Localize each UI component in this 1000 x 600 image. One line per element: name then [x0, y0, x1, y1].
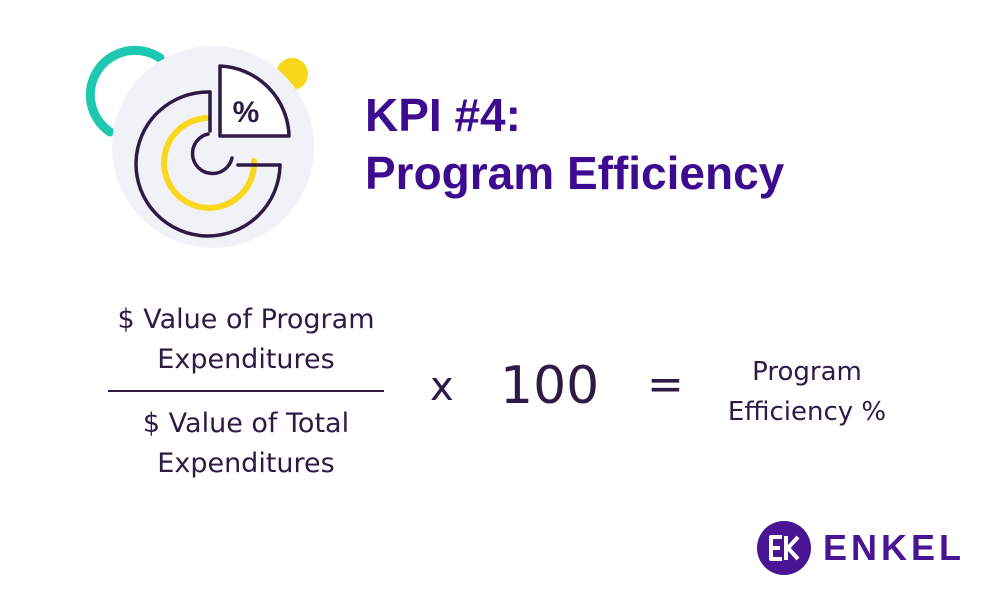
pie-chart-percent-icon: %: [85, 45, 314, 248]
enkel-logo: ENKEL: [757, 520, 965, 576]
denominator-line-1: $ Value of Total: [142, 408, 350, 439]
numerator-line-1: $ Value of Program: [117, 304, 375, 335]
result-line-1: Program: [752, 357, 862, 387]
multiplier-value: 100: [500, 356, 600, 416]
formula-result: Program Efficiency %: [712, 352, 902, 432]
teal-arc-decoration: [85, 45, 165, 137]
denominator: $ Value of Total Expenditures: [100, 404, 392, 484]
icon-background-circle: [112, 46, 314, 248]
equals-sign: =: [647, 359, 684, 410]
kpi-icon: %: [70, 30, 330, 260]
fraction-bar: [108, 390, 384, 392]
formula-fraction: $ Value of Program Expenditures $ Value …: [100, 300, 392, 484]
page-title: KPI #4: Program Efficiency: [365, 86, 784, 202]
pie-inner-arc: [190, 132, 234, 176]
title-line-1: KPI #4:: [365, 89, 521, 141]
pie-outer-outline: [134, 90, 282, 238]
denominator-line-2: Expenditures: [157, 448, 335, 479]
numerator-line-2: Expenditures: [157, 344, 335, 375]
percent-glyph: %: [233, 96, 260, 129]
ek-monogram-icon: [769, 535, 800, 561]
enkel-wordmark: ENKEL: [823, 527, 966, 568]
numerator: $ Value of Program Expenditures: [100, 300, 392, 380]
result-line-2: Efficiency %: [727, 397, 887, 427]
pie-yellow-ring: [161, 115, 258, 211]
enkel-logo-mark-icon: [757, 521, 811, 575]
title-line-2: Program Efficiency: [365, 147, 785, 199]
pie-detached-slice: [218, 64, 291, 138]
multiply-sign: x: [430, 364, 454, 410]
